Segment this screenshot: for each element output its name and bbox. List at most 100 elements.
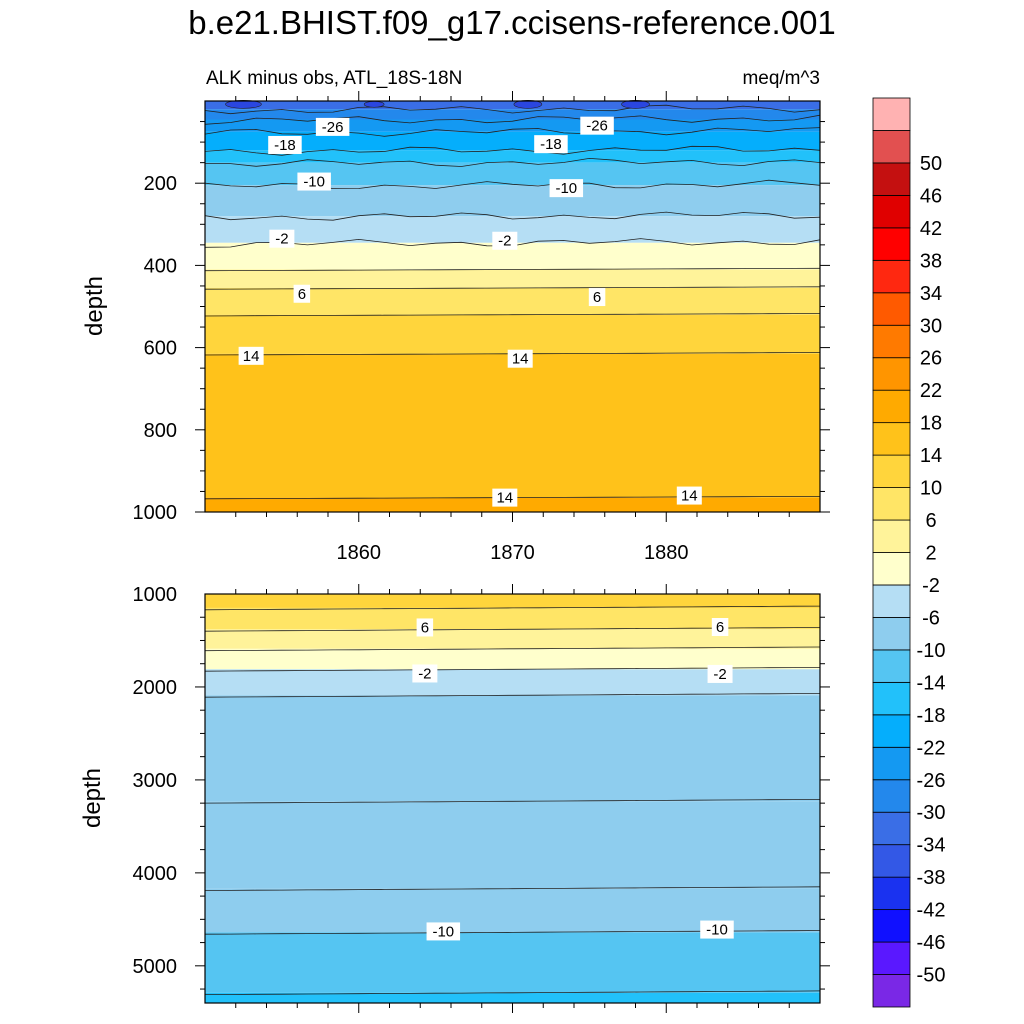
contour-band-lower-3 (205, 648, 820, 670)
colorbar-swatch-6 (872, 779, 911, 813)
subtitle-right: meq/m^3 (742, 68, 820, 89)
colorbar-swatch-9 (872, 681, 911, 716)
contour-line-lower-8 (204, 990, 821, 995)
colorbar-swatch-19 (872, 357, 911, 391)
y-tick-label-upper-0: 200 (144, 173, 177, 195)
colorbar-label-24: 46 (920, 185, 942, 207)
colorbar-swatch-11 (872, 617, 911, 651)
contour-line-upper-6 (204, 211, 821, 221)
contour-band-lower-9 (205, 992, 820, 1003)
colorbar-label-7: -22 (917, 737, 946, 759)
chart-title: b.e21.BHIST.f09_g17.ccisens-reference.00… (188, 4, 836, 41)
colorbar-label-6: -26 (917, 770, 946, 792)
y-axis-label-lower: depth (79, 768, 106, 828)
contour-band-upper-6 (205, 185, 820, 217)
colorbar-swatch-27 (872, 97, 911, 131)
contour-label-upper-9: -2 (498, 233, 511, 250)
colorbar-swatch-5 (872, 811, 911, 846)
contour-label-bg-upper-13 (676, 486, 702, 505)
colorbar-swatch-4 (872, 844, 911, 878)
contour-line-upper-4 (205, 157, 821, 167)
contour-line-lower-2 (204, 646, 821, 652)
contour-label-bg-lower-1 (412, 664, 438, 683)
colorbar-swatch-16 (872, 454, 911, 488)
colorbar-label-20: 30 (920, 315, 942, 337)
colorbar-label-0: -50 (917, 965, 946, 987)
contour-label-bg-upper-6 (580, 116, 614, 135)
colorbar-swatch-0 (872, 974, 911, 1008)
contour-label-lower-4: -2 (713, 666, 726, 683)
contour-label-bg-upper-2 (297, 172, 331, 191)
contour-line-upper-10 (204, 313, 821, 317)
colorbar-swatch-18 (872, 389, 911, 424)
contour-band-upper-12 (205, 353, 820, 498)
contour-line-upper-0 (204, 104, 821, 115)
colorbar-label-23: 42 (920, 218, 942, 240)
contour-label-bg-upper-11 (507, 349, 533, 368)
contour-label-upper-2: -10 (303, 174, 325, 191)
colorbar-swatch-7 (872, 746, 911, 781)
y-tick-label-lower-4: 5000 (133, 956, 178, 978)
contour-label-upper-5: 14 (243, 348, 260, 365)
contour-label-bg-lower-0 (416, 618, 434, 637)
contour-band-upper-9 (205, 269, 820, 289)
y-tick-label-upper-4: 1000 (133, 502, 178, 524)
colorbar-label-9: -14 (917, 672, 946, 694)
colorbar-swatch-10 (872, 649, 911, 683)
colorbar-label-22: 38 (920, 250, 942, 272)
contour-band-upper-1 (205, 109, 820, 120)
colorbar-swatch-1 (872, 941, 911, 975)
contour-label-upper-0: -26 (322, 119, 344, 136)
colorbar-label-16: 14 (920, 445, 942, 467)
colorbar-label-13: 2 (925, 543, 936, 565)
contour-band-upper-5 (205, 162, 820, 186)
y-tick-label-upper-3: 800 (144, 420, 177, 442)
colorbar-label-21: 34 (920, 283, 942, 305)
contour-label-bg-upper-9 (492, 231, 518, 250)
colorbar-swatch-21 (872, 292, 911, 326)
contour-label-bg-upper-12 (492, 488, 518, 507)
contour-label-bg-upper-7 (534, 135, 568, 154)
y-tick-label-lower-3: 4000 (133, 863, 178, 885)
colorbar-label-14: 6 (925, 510, 936, 532)
contour-label-upper-11: 14 (512, 351, 529, 368)
contour-line-upper-1 (204, 114, 821, 125)
contour-label-bg-lower-3 (711, 617, 729, 636)
contour-blob-2 (363, 100, 385, 108)
colorbar-label-17: 18 (920, 413, 942, 435)
contour-line-upper-3 (204, 145, 821, 156)
colorbar-label-4: -34 (917, 835, 946, 857)
colorbar-label-19: 26 (920, 348, 942, 370)
y-tick-label-upper-1: 400 (144, 255, 177, 277)
colorbar-swatch-14 (872, 519, 911, 553)
contour-label-bg-upper-5 (238, 346, 264, 365)
colorbar-label-15: 10 (920, 478, 942, 500)
colorbar-label-1: -46 (917, 932, 946, 954)
colorbar-label-10: -10 (917, 640, 946, 662)
colorbar-swatch-23 (872, 227, 911, 261)
contour-label-bg-lower-2 (426, 922, 461, 941)
contour-line-lower-6 (204, 886, 821, 891)
contour-label-upper-3: -2 (275, 231, 288, 248)
colorbar-label-3: -38 (917, 867, 946, 889)
colorbar-swatch-22 (872, 259, 911, 294)
contour-label-upper-4: 6 (298, 286, 306, 303)
contour-label-upper-7: -18 (540, 136, 562, 153)
colorbar-swatch-2 (872, 909, 911, 943)
colorbar-swatch-3 (872, 876, 911, 911)
contour-label-bg-upper-10 (588, 288, 606, 307)
contour-label-upper-12: 14 (496, 490, 513, 507)
colorbar-label-8: -18 (917, 705, 946, 727)
colorbar-label-12: -2 (922, 575, 940, 597)
x-tick-label-upper-2: 1880 (644, 542, 689, 564)
contour-line-lower-5 (204, 799, 821, 804)
x-tick-label-upper-0: 1860 (337, 542, 382, 564)
colorbar-label-25: 50 (920, 153, 942, 175)
y-tick-label-upper-2: 600 (144, 338, 177, 360)
contour-label-bg-lower-5 (700, 920, 734, 939)
y-tick-label-lower-1: 2000 (133, 677, 178, 699)
contour-label-upper-10: 6 (593, 289, 601, 306)
contour-band-upper-4 (205, 150, 820, 163)
contour-band-lower-6 (205, 801, 820, 889)
contour-band-upper-0 (205, 101, 820, 110)
